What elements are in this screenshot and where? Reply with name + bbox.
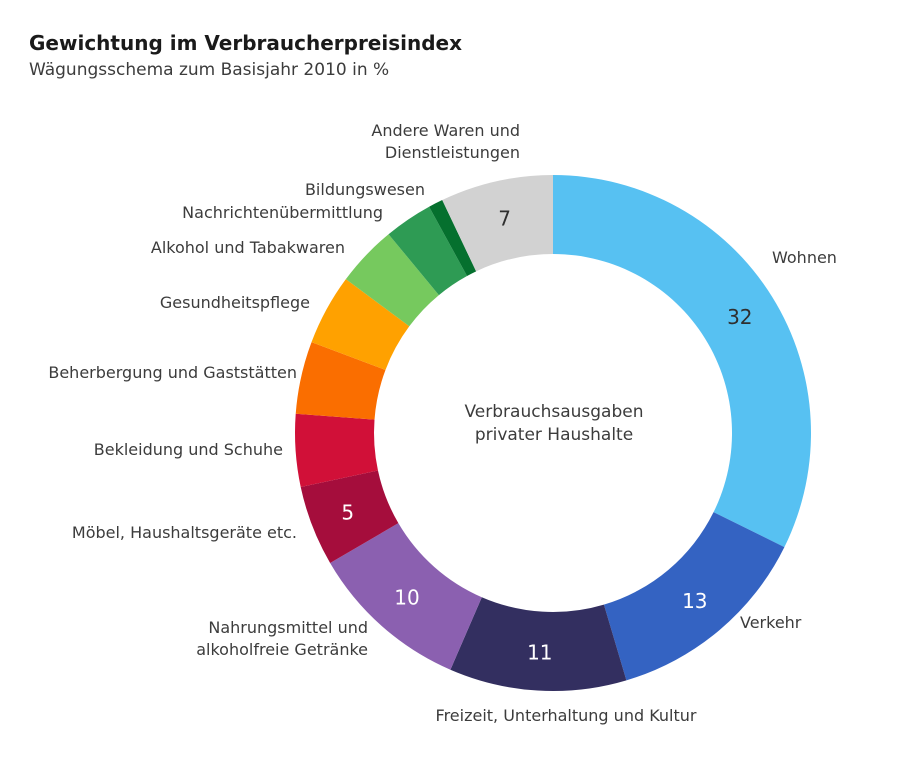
donut-segment-2 bbox=[450, 597, 627, 692]
donut-segment-1 bbox=[603, 512, 785, 681]
donut-segment-9 bbox=[388, 206, 468, 296]
donut-center-label: Verbrauchsausgaben privater Haushalte bbox=[465, 401, 644, 447]
center-label-line2: privater Haushalte bbox=[474, 425, 634, 445]
segment-value-4: 5 bbox=[341, 500, 354, 524]
segment-label-1: Verkehr bbox=[740, 613, 802, 632]
donut-segment-4 bbox=[300, 470, 399, 563]
donut-segment-8 bbox=[345, 234, 439, 327]
segment-label-11: Andere Waren und Dienstleistungen bbox=[371, 121, 520, 162]
segment-value-0: 32 bbox=[727, 305, 752, 329]
segment-label-10: Bildungswesen bbox=[304, 180, 425, 199]
segment-label-9: Nachrichtenübermittlung bbox=[182, 203, 383, 222]
segment-label-8: Alkohol und Tabakwaren bbox=[150, 238, 345, 257]
chart-subtitle: Wägungsschema zum Basisjahr 2010 in % bbox=[29, 60, 390, 80]
segment-value-2: 11 bbox=[527, 641, 552, 665]
donut-segment-3 bbox=[330, 523, 482, 670]
segment-label-3: Nahrungsmittel und alkoholfreie Getränke bbox=[196, 618, 368, 659]
segment-label-6: Beherbergung und Gaststätten bbox=[48, 363, 297, 382]
chart-title: Gewichtung im Verbraucherpreisindex bbox=[29, 31, 463, 55]
donut-segment-5 bbox=[295, 413, 378, 487]
segment-label-2: Freizeit, Unterhaltung und Kultur bbox=[435, 706, 697, 725]
donut-segment-10 bbox=[429, 200, 477, 276]
segment-label-7: Gesundheitspflege bbox=[159, 293, 310, 312]
segment-value-1: 13 bbox=[682, 589, 707, 613]
segment-label-0: Wohnen bbox=[772, 248, 837, 267]
donut-segment-7 bbox=[311, 279, 410, 370]
segment-value-3: 10 bbox=[394, 586, 419, 610]
donut-segment-6 bbox=[295, 342, 386, 420]
donut-segment-11 bbox=[442, 175, 553, 272]
segment-value-11: 7 bbox=[498, 206, 511, 230]
center-label-line1: Verbrauchsausgaben bbox=[464, 402, 644, 422]
segment-label-5: Bekleidung und Schuhe bbox=[93, 440, 283, 459]
segment-label-4: Möbel, Haushaltsgeräte etc. bbox=[71, 523, 297, 542]
donut-segment-0 bbox=[553, 175, 812, 548]
